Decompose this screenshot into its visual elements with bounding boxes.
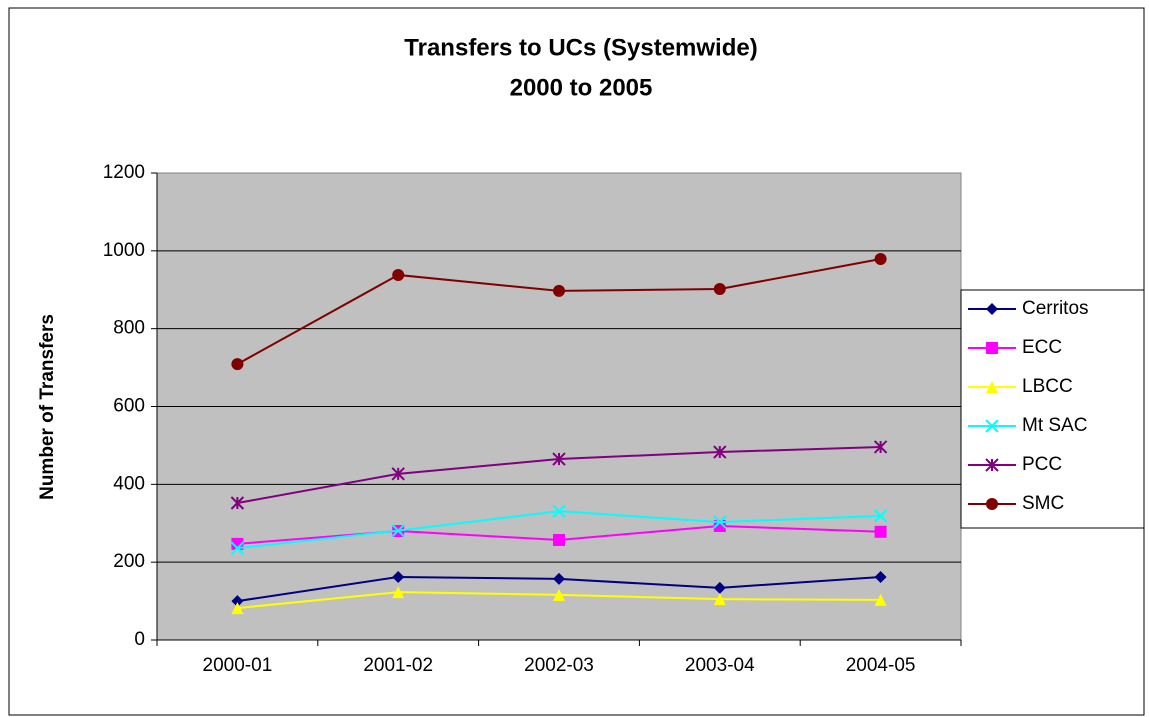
marker (230, 496, 245, 510)
marker (552, 504, 566, 518)
marker (391, 523, 405, 538)
marker (230, 541, 245, 555)
marker (874, 253, 887, 266)
marker (552, 452, 566, 466)
legend-label: Mt SAC (1022, 415, 1087, 436)
marker (986, 342, 998, 354)
x-tick-label: 2002-03 (524, 655, 594, 676)
marker (392, 268, 405, 281)
y-tick-label: 800 (113, 318, 145, 339)
y-tick-label: 1200 (103, 162, 145, 183)
marker (392, 586, 405, 599)
y-axis-label: Number of Transfers (37, 314, 58, 500)
x-tick-label: 2004-05 (846, 655, 916, 676)
legend-label: ECC (1022, 337, 1062, 358)
marker (713, 282, 726, 295)
marker (713, 445, 727, 459)
x-tick-label: 2001-02 (363, 655, 433, 676)
marker (985, 419, 999, 433)
y-tick-label: 600 (113, 396, 145, 417)
marker (986, 303, 998, 315)
marker (392, 570, 405, 583)
marker (231, 358, 244, 371)
legend-label: LBCC (1022, 376, 1073, 397)
marker (873, 440, 888, 454)
chart-title: Transfers to UCs (Systemwide) (404, 34, 757, 61)
y-tick-label: 0 (134, 629, 145, 650)
y-tick-label: 1000 (103, 240, 145, 261)
marker (985, 458, 999, 472)
marker (713, 519, 726, 532)
marker (874, 593, 887, 606)
marker (231, 595, 244, 608)
marker (986, 498, 998, 510)
x-tick-label: 2000-01 (203, 655, 273, 676)
marker (231, 602, 244, 615)
marker (874, 570, 887, 583)
marker (713, 515, 727, 529)
marker (553, 284, 565, 297)
legend-label: PCC (1022, 454, 1062, 475)
legend-label: SMC (1022, 493, 1064, 514)
marker (553, 533, 565, 546)
y-tick-label: 200 (113, 551, 145, 572)
marker (713, 581, 726, 594)
marker (553, 572, 565, 585)
legend-label: Cerritos (1022, 298, 1089, 319)
chart-subtitle: 2000 to 2005 (510, 74, 653, 101)
legend (960, 289, 1145, 529)
marker (986, 381, 998, 393)
y-tick-label: 400 (113, 473, 145, 494)
marker (713, 593, 726, 606)
marker (553, 588, 565, 601)
marker (874, 525, 887, 538)
marker (391, 467, 405, 481)
marker (873, 509, 888, 523)
x-tick-label: 2003-04 (685, 655, 755, 676)
